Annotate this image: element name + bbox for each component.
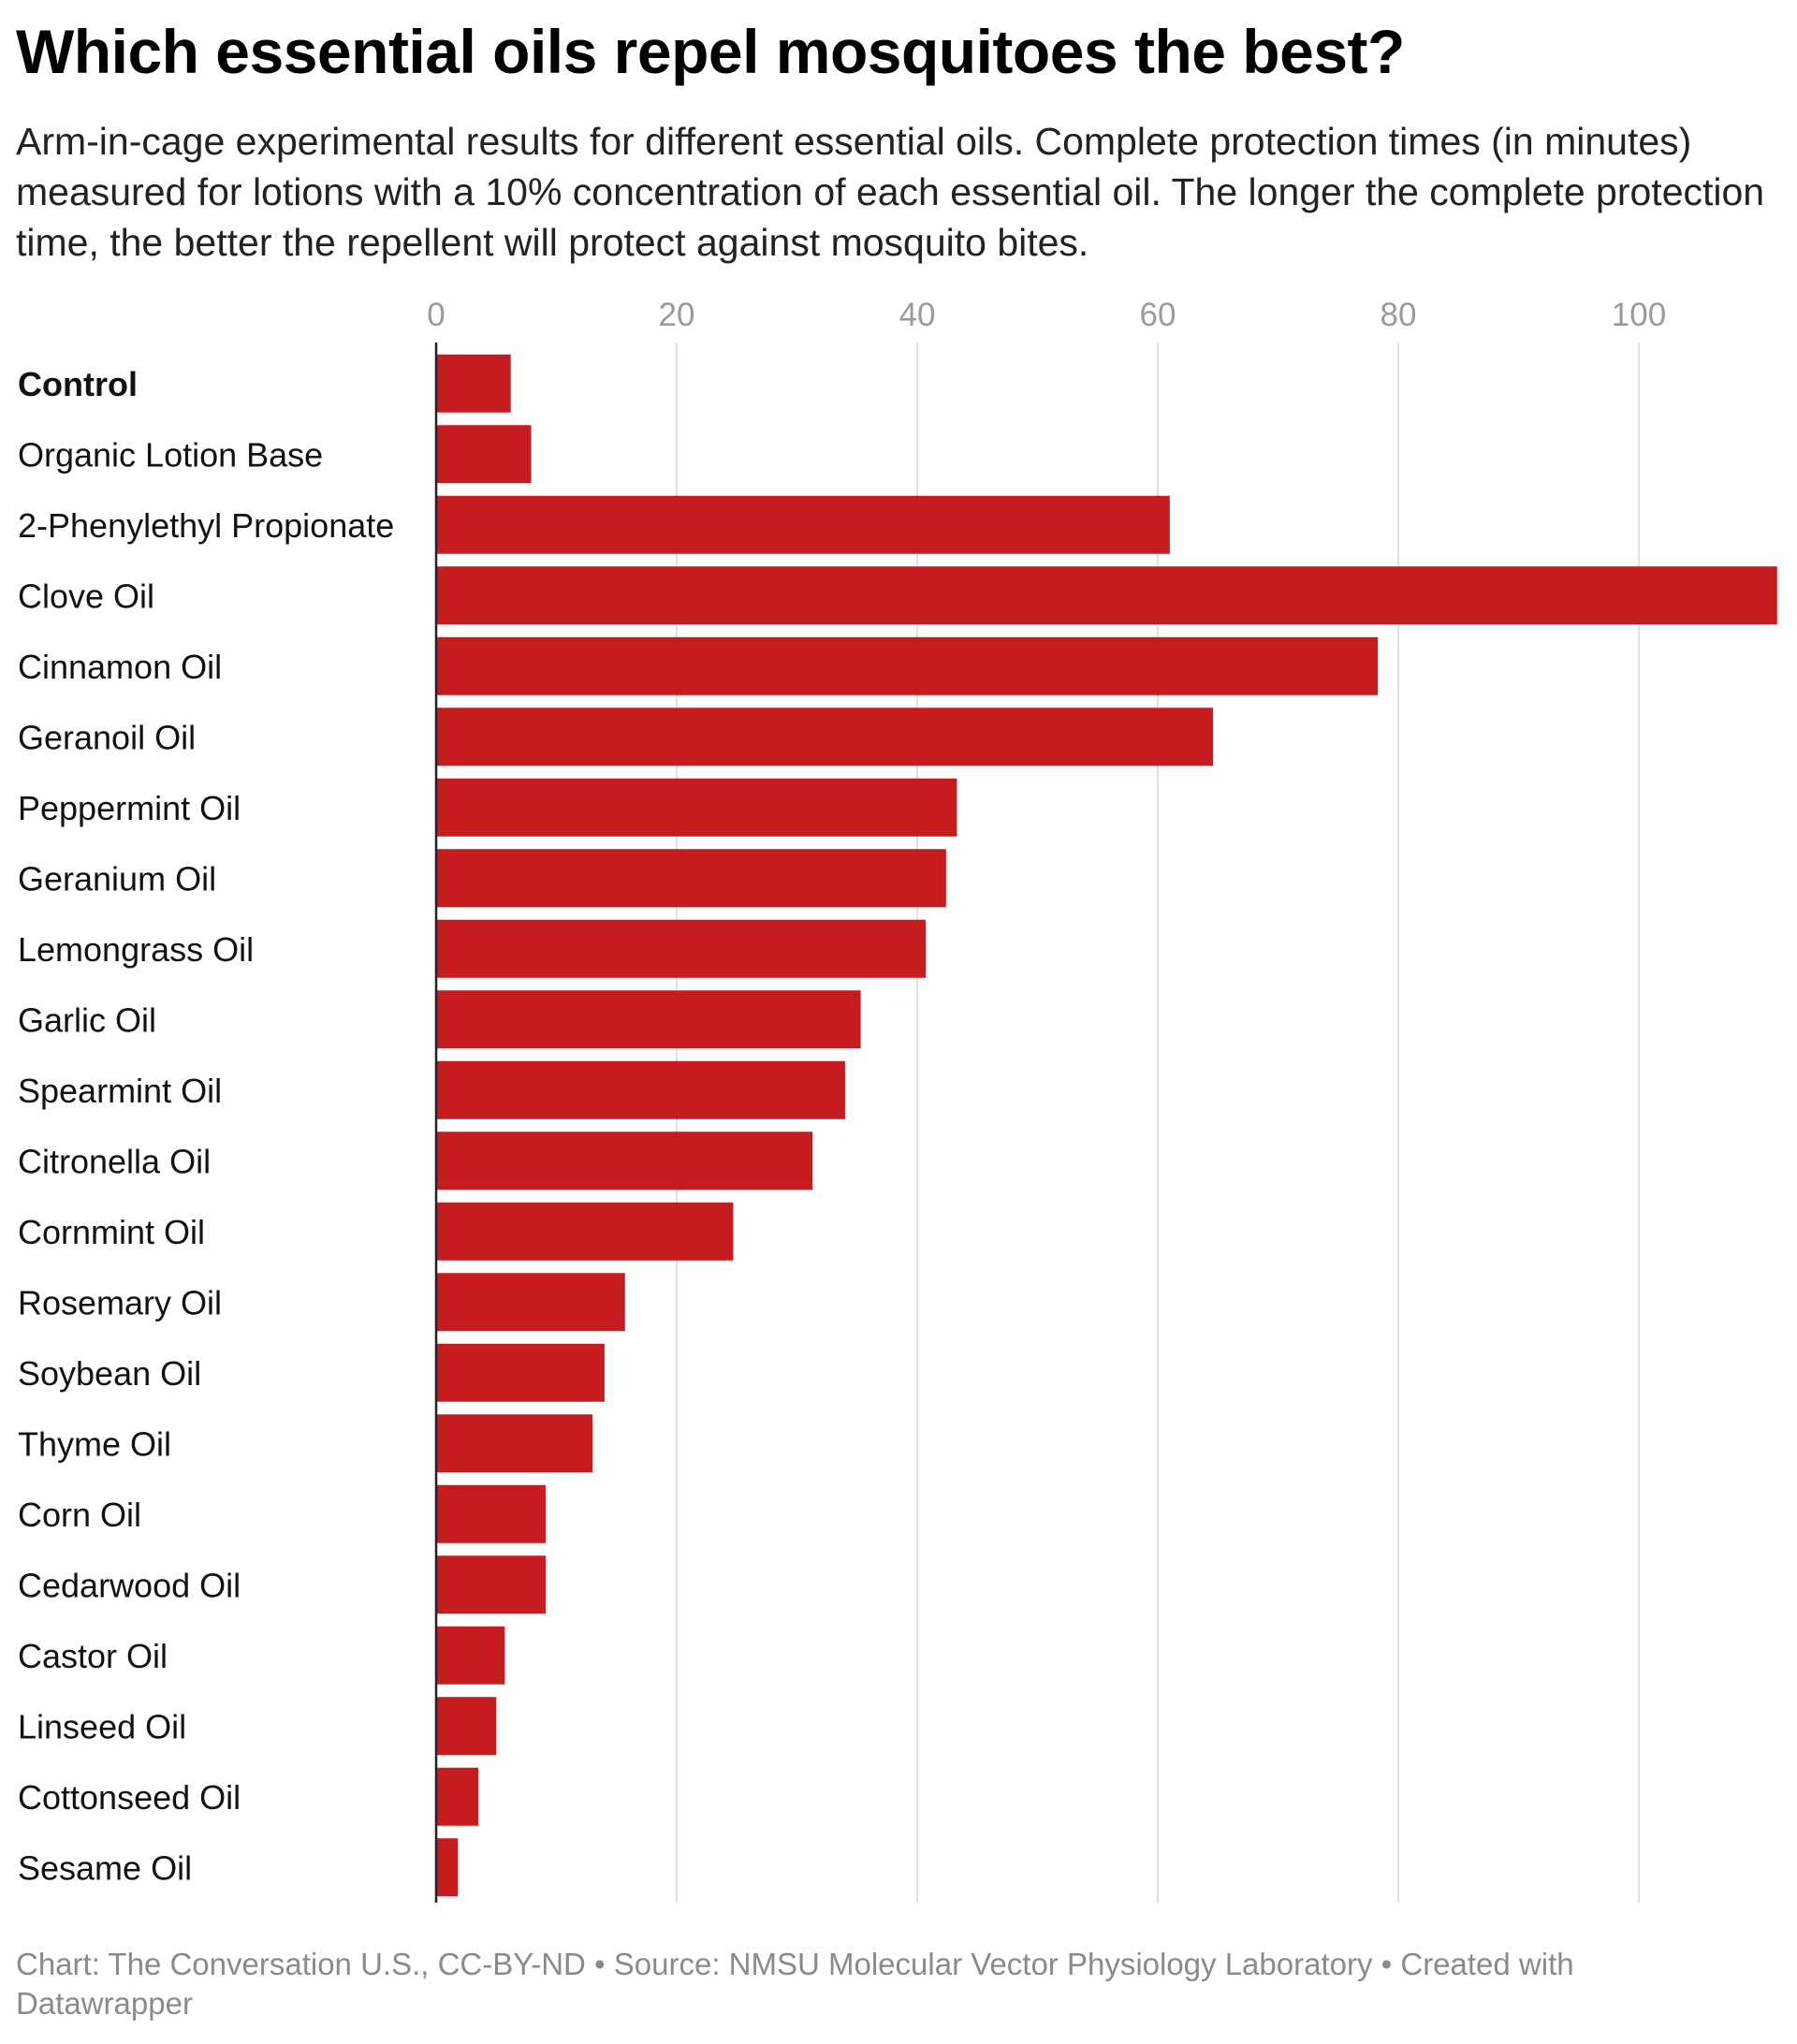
chart-subtitle: Arm-in-cage experimental results for dif… (16, 120, 1765, 264)
bar (436, 425, 532, 484)
category-label: Organic Lotion Base (18, 435, 323, 474)
bar (436, 566, 1777, 625)
bar (436, 919, 926, 978)
bar (436, 778, 957, 837)
category-label: Corn Oil (18, 1496, 141, 1534)
bar (436, 849, 946, 908)
category-label: Linseed Oil (18, 1707, 186, 1745)
bar (436, 495, 1170, 554)
bar (436, 708, 1214, 766)
bar (436, 1555, 546, 1614)
x-tick-label: 0 (427, 297, 445, 333)
bar (436, 990, 861, 1049)
category-label: Rosemary Oil (18, 1283, 222, 1321)
category-label: Control (18, 365, 138, 403)
category-label: Geranium Oil (18, 859, 216, 898)
category-label: Sesame Oil (18, 1848, 192, 1887)
category-label: Soybean Oil (18, 1354, 201, 1393)
category-label: Citronella Oil (18, 1142, 211, 1180)
bar-chart-svg: 0 20 40 60 80 100 Control Organic Lotion Base 2-… (18, 297, 1777, 1903)
category-label: Spearmint Oil (18, 1072, 222, 1110)
category-label: Lemongrass Oil (18, 930, 254, 969)
x-tick-label: 40 (899, 297, 936, 333)
bar (436, 1838, 459, 1897)
bar (436, 1414, 593, 1473)
bar (436, 1060, 845, 1119)
x-tick-label: 20 (659, 297, 695, 333)
bar (436, 636, 1379, 695)
category-label: Peppermint Oil (18, 789, 241, 827)
bar (436, 1202, 734, 1261)
x-tick-label: 60 (1140, 297, 1176, 333)
bar (436, 1697, 497, 1756)
bar (436, 1484, 546, 1543)
bar (436, 1132, 813, 1190)
category-label: Geranoil Oil (18, 718, 196, 756)
category-label: Thyme Oil (18, 1424, 171, 1463)
x-tick-label: 80 (1381, 297, 1417, 333)
x-tick-label: 100 (1612, 297, 1666, 333)
chart-title: Which essential oils repel mosquitoes th… (16, 17, 1405, 86)
category-label: 2-Phenylethyl Propionate (18, 506, 394, 545)
category-label: Cornmint Oil (18, 1213, 205, 1251)
category-label: Cedarwood Oil (18, 1566, 241, 1604)
bar (436, 1343, 605, 1402)
bar (436, 1626, 505, 1685)
bar (436, 354, 511, 413)
category-label: Castor Oil (18, 1637, 168, 1675)
bar (436, 1767, 478, 1826)
bar-chart: 0 20 40 60 80 100 Control Organic Lotion Base 2-… (0, 281, 1797, 1909)
category-label: Cottonseed Oil (18, 1778, 241, 1817)
chart-footer: Chart: The Conversation U.S., CC-BY-ND •… (16, 1947, 1574, 2021)
category-label: Garlic Oil (18, 1000, 156, 1039)
bar (436, 1273, 625, 1332)
category-label: Cinnamon Oil (18, 648, 222, 686)
category-label: Clove Oil (18, 577, 154, 615)
